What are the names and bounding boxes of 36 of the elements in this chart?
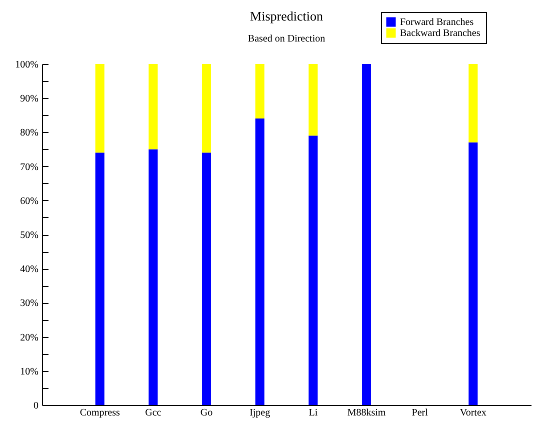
x-tick-label: Perl (412, 408, 428, 418)
bar (148, 64, 158, 150)
y-tick-label: 100% (15, 60, 38, 70)
y-tick-label: 10% (20, 366, 38, 378)
y-tick-label: 60% (20, 196, 38, 207)
x-tick-label: Gcc (145, 408, 162, 418)
x-tick-label: Ijpeg (250, 408, 270, 418)
legend-label: Backward Branches (400, 28, 480, 39)
y-tick-label: 0 (34, 400, 38, 412)
x-tick-label: Vortex (460, 408, 486, 418)
bar (362, 64, 372, 405)
bar (308, 64, 318, 136)
chart-title: Misprediction (250, 8, 324, 24)
legend-label: Forward Branches (400, 17, 474, 28)
bar (255, 64, 264, 119)
x-tick-label: Li (308, 408, 318, 418)
y-tick-label: 30% (20, 298, 38, 310)
y-tick-label: 70% (20, 162, 38, 173)
bar (202, 64, 212, 153)
x-tick-label: M88ksim (347, 408, 386, 418)
bar (202, 152, 212, 405)
bar (95, 152, 104, 405)
y-tick-label: 50% (20, 230, 38, 241)
x-tick-label: Compress (80, 408, 120, 418)
bar (308, 136, 318, 405)
bar (468, 64, 478, 142)
y-tick-label: 80% (20, 128, 38, 139)
y-tick-label: 90% (20, 94, 38, 105)
y-tick-label: 20% (20, 332, 38, 344)
bar (95, 64, 104, 153)
bar (468, 142, 478, 405)
y-tick-label: 40% (20, 264, 38, 276)
bar (255, 118, 264, 405)
x-tick-label: Go (200, 408, 213, 418)
chart-subtitle: Based on Direction (248, 34, 326, 44)
bar (148, 149, 158, 405)
